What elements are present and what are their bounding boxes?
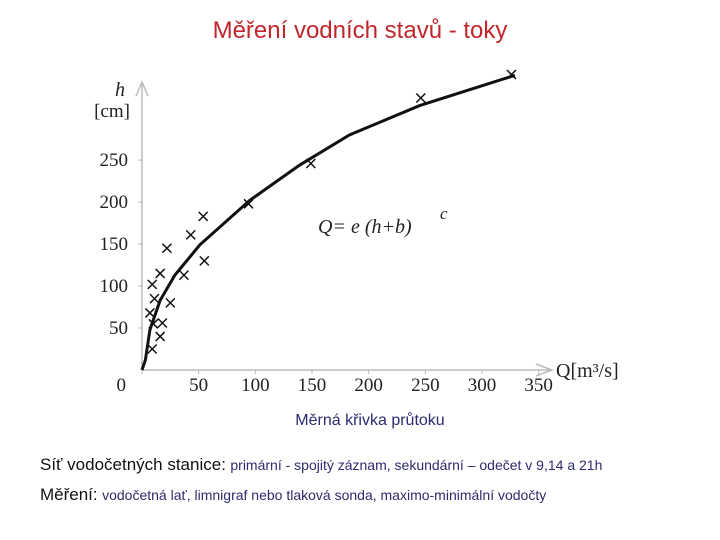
x-axis-label: Q[m³/s] bbox=[556, 360, 619, 382]
y-tick-label: 250 bbox=[100, 150, 129, 171]
formula: Q= e (h+b) bbox=[318, 216, 412, 238]
measurement-point bbox=[185, 229, 196, 240]
measurement-point bbox=[155, 331, 166, 342]
note: Síť vodočetných stanice: primární - spoj… bbox=[40, 455, 602, 475]
x-axis-arrow bbox=[535, 363, 555, 377]
measurement-point bbox=[161, 243, 172, 254]
note-head: Síť vodočetných stanice: bbox=[40, 455, 226, 474]
measurement-point bbox=[506, 69, 517, 80]
measurement-point bbox=[148, 318, 159, 329]
measurement-point bbox=[144, 307, 155, 318]
y-tick-label: 150 bbox=[100, 234, 129, 255]
x-tick-label: 100 bbox=[241, 375, 270, 396]
x-tick-label: 350 bbox=[524, 375, 553, 396]
x-tick-label: 200 bbox=[354, 375, 383, 396]
measurement-point bbox=[149, 293, 160, 304]
x-tick-label: 50 bbox=[189, 375, 208, 396]
note-head: Měření: bbox=[40, 485, 98, 504]
note-body: vodočetná lať, limnigraf nebo tlaková so… bbox=[102, 487, 547, 503]
y-axis-label: h bbox=[115, 79, 125, 101]
y-tick-label: 200 bbox=[100, 192, 129, 213]
measurement-point bbox=[147, 279, 158, 290]
measurement-point bbox=[198, 211, 209, 222]
measurement-point bbox=[243, 198, 254, 209]
x-tick-label: 250 bbox=[411, 375, 440, 396]
x-tick-label: 300 bbox=[468, 375, 497, 396]
measurement-point bbox=[305, 158, 316, 169]
y-axis-arrow bbox=[135, 80, 149, 97]
measurement-point bbox=[157, 317, 168, 329]
measurement-point bbox=[147, 343, 158, 355]
y-axis-unit: [cm] bbox=[94, 101, 130, 122]
x-tick-label: 150 bbox=[298, 375, 327, 396]
formula-exponent: c bbox=[440, 204, 448, 223]
y-tick-label: 100 bbox=[100, 276, 129, 297]
note: Měření: vodočetná lať, limnigraf nebo tl… bbox=[40, 485, 546, 505]
slide-title: Měření vodních stavů - toky bbox=[213, 17, 508, 44]
x-tick-label: 0 bbox=[117, 375, 127, 396]
fitted-curve bbox=[140, 73, 516, 371]
chart-caption: Měrná křivka průtoku bbox=[295, 411, 444, 429]
measurement-point bbox=[415, 92, 426, 104]
measurement-point bbox=[165, 297, 176, 308]
y-tick-label: 50 bbox=[109, 318, 128, 339]
note-body: primární - spojitý záznam, sekundární – … bbox=[230, 457, 603, 473]
measurement-point bbox=[155, 268, 166, 279]
measurement-point bbox=[178, 270, 189, 281]
measurement-point bbox=[199, 255, 210, 266]
